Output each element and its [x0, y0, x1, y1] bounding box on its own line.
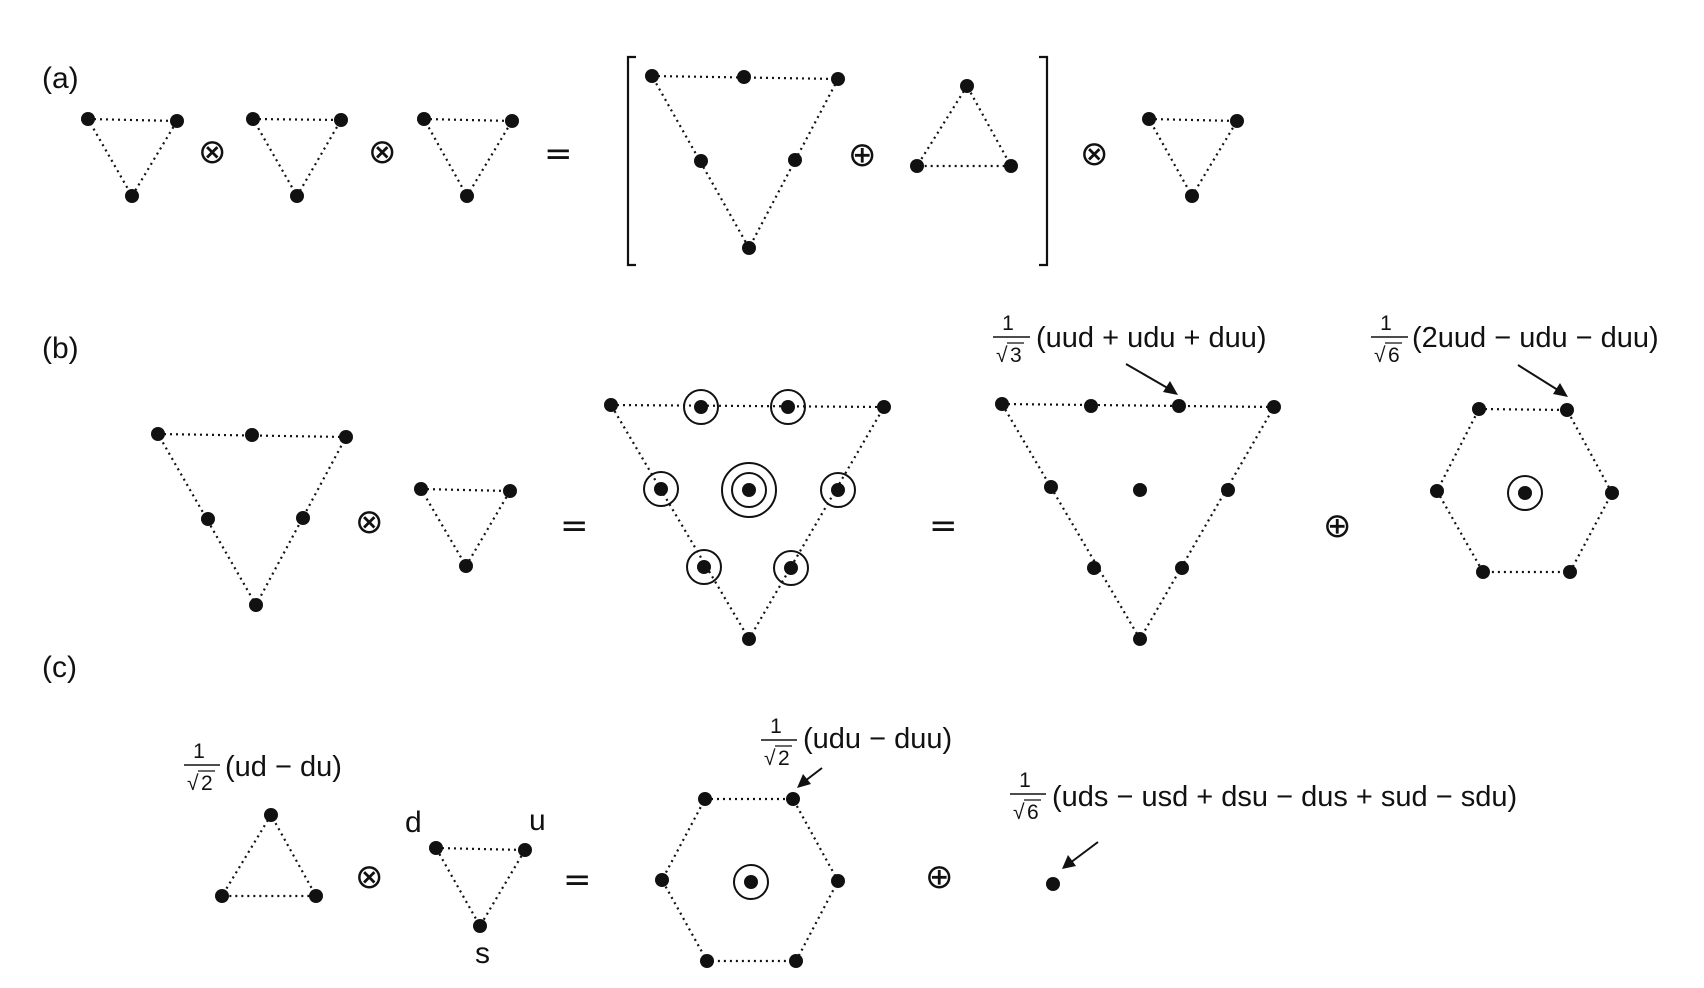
decuplet-arrowhead: [1163, 381, 1178, 395]
left-bracket: [628, 57, 636, 265]
octet-c: [655, 792, 845, 968]
tensor-op-b1: ⊗: [355, 502, 384, 542]
equals-b1: =: [560, 506, 589, 546]
antitriplet-c-expr: (ud − du): [225, 751, 342, 783]
triplet-1: [81, 112, 184, 203]
singlet-expr: (uds − usd + dsu − dus + sud − sdu): [1052, 781, 1517, 813]
panel-c-label: (c): [42, 651, 77, 684]
triplet-b: [414, 482, 517, 573]
product-multiplet: [604, 390, 891, 646]
quark-label-d: d: [405, 806, 422, 839]
antitriplet-c-state-label: 1 √ 2 (ud − du): [184, 740, 342, 795]
singlet-state-label: 1 √ 6 (uds − usd + dsu − dus + sud − sdu…: [1010, 769, 1517, 824]
octet-c-coef-num: 1: [770, 715, 782, 738]
singlet-arrow: [1070, 842, 1098, 863]
direct-sum-b: ⊕: [1323, 506, 1352, 546]
tensor-op-a3: ⊗: [1080, 134, 1109, 174]
sextet: [645, 69, 845, 255]
triplet-3: [417, 112, 519, 203]
singlet-coef-num: 1: [1019, 769, 1031, 792]
octet-c-state-label: 1 √ 2 (udu − duu): [761, 715, 952, 770]
direct-sum-a: ⊕: [848, 135, 877, 175]
decuplet-coef-num: 1: [1002, 312, 1014, 335]
decuplet-coef-den: 3: [1010, 344, 1022, 367]
tensor-op-a1: ⊗: [198, 132, 227, 172]
equals-b2: =: [929, 506, 958, 546]
singlet-dot: [1046, 877, 1060, 891]
equals-a: =: [544, 134, 573, 174]
octet-b-arrowhead: [1553, 383, 1568, 397]
octet-c-arrowhead: [797, 774, 811, 788]
decuplet-arrow: [1126, 364, 1171, 390]
decuplet-expr: (uud + udu + duu): [1036, 322, 1267, 354]
decuplet-state-label: 1 √ 3 (uud + udu + duu): [993, 312, 1267, 367]
octet-b-coef-den: 6: [1388, 344, 1400, 367]
antitriplet-c-coef-num: 1: [193, 740, 205, 763]
right-bracket: [1039, 57, 1047, 265]
quark-label-u: u: [529, 804, 546, 837]
panel-a-label: (a): [42, 62, 79, 95]
uds-triplet: [429, 841, 532, 933]
octet-b-arrow: [1518, 365, 1561, 392]
octet-c-arrow: [805, 768, 822, 781]
octet-c-coef-den: 2: [778, 747, 790, 770]
sqrt-sign: √: [764, 747, 776, 770]
antitriplet: [910, 79, 1018, 173]
sqrt-sign: √: [187, 772, 199, 795]
singlet-coef-den: 6: [1027, 801, 1039, 824]
octet-b-coef-num: 1: [1380, 312, 1392, 335]
triplet-2: [246, 112, 348, 203]
panel-b-label: (b): [42, 332, 79, 365]
sqrt-sign: √: [1013, 801, 1025, 824]
octet-b-expr: (2uud − udu − duu): [1412, 322, 1659, 354]
decuplet: [995, 397, 1281, 646]
singlet-arrowhead: [1062, 855, 1076, 869]
direct-sum-c: ⊕: [925, 857, 954, 897]
sqrt-sign: √: [996, 344, 1008, 367]
antitriplet-c-coef-den: 2: [201, 772, 213, 795]
tensor-op-c: ⊗: [355, 857, 384, 897]
tensor-op-a2: ⊗: [368, 132, 397, 172]
octet-c-expr: (udu − duu): [803, 723, 952, 755]
antitriplet-c: [215, 808, 323, 903]
quark-label-s: s: [475, 937, 490, 970]
sextet-b: [151, 427, 353, 612]
octet-b: [1430, 402, 1619, 579]
triplet-4: [1142, 112, 1244, 203]
octet-b-state-label: 1 √ 6 (2uud − udu − duu): [1371, 312, 1659, 367]
equals-c: =: [563, 860, 592, 900]
sqrt-sign: √: [1374, 344, 1386, 367]
